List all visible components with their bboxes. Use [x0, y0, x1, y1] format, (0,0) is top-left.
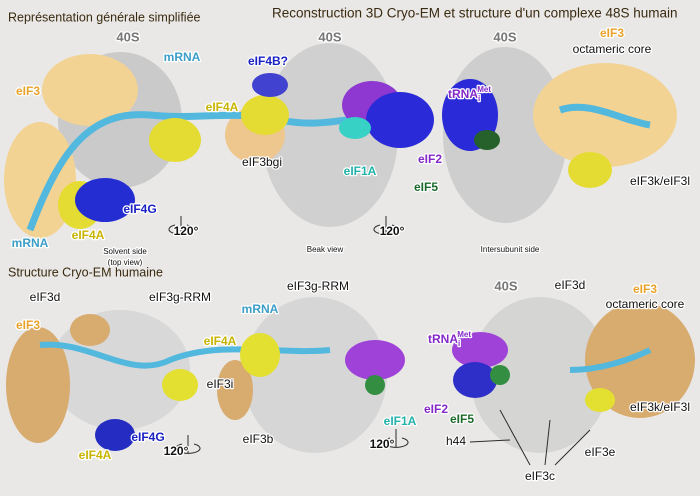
label: mRNA	[164, 50, 201, 64]
label: Beak view	[307, 245, 344, 254]
label: 40S	[116, 29, 139, 44]
trna-sub: i	[458, 339, 460, 348]
label: eIF4G	[131, 430, 164, 444]
trna-sup: Met	[477, 85, 491, 94]
label: eIF3d	[555, 278, 586, 292]
label: eIF3g-RRM	[149, 290, 211, 304]
label: eIF4G	[123, 202, 156, 216]
label: eIF5	[414, 180, 438, 194]
label: 120°	[164, 444, 189, 458]
trna-name: tRNA	[428, 332, 458, 346]
label: eIF3	[16, 318, 40, 332]
label: mRNA	[12, 236, 49, 250]
label: Solvent side	[103, 247, 147, 256]
label: eIF3	[600, 26, 624, 40]
label: eIF1A	[384, 414, 417, 428]
label: eIF3k/eIF3l	[630, 400, 690, 414]
label: eIF3k/eIF3l	[630, 174, 690, 188]
label: octameric core	[573, 42, 652, 56]
label: octameric core	[606, 297, 685, 311]
label: mRNA	[242, 302, 279, 316]
trna-sup: Met	[457, 330, 471, 339]
label: (top view)	[108, 258, 143, 267]
bottom-illustration	[6, 297, 695, 466]
trna-sub: i	[478, 94, 480, 103]
trna-name: tRNA	[448, 87, 478, 101]
label: 120°	[370, 437, 395, 451]
label: eIF3d	[30, 290, 61, 304]
label: 40S	[318, 29, 341, 44]
label: eIF4A	[79, 448, 112, 462]
label: eIF1A	[344, 164, 377, 178]
label: eIF4B?	[248, 54, 288, 68]
top-illustration	[4, 43, 677, 238]
label: h44	[446, 434, 466, 448]
title: Représentation générale simplifiée	[8, 10, 201, 24]
label: eIF3b	[243, 432, 274, 446]
label: eIF3g-RRM	[287, 279, 349, 293]
label: eIF4A	[72, 228, 105, 242]
label: eIF4A	[206, 100, 239, 114]
label: eIF3	[633, 282, 657, 296]
label: Intersubunit side	[481, 245, 540, 254]
label: eIF3	[16, 84, 40, 98]
label: eIF3c	[525, 469, 555, 483]
title: Reconstruction 3D Cryo-EM et structure d…	[272, 6, 678, 21]
title: Structure Cryo-EM humaine	[8, 265, 163, 279]
trna-label: tRNAiMet	[448, 85, 491, 103]
label: eIF2	[424, 402, 448, 416]
label: eIF3bgi	[242, 155, 282, 169]
label: eIF4A	[204, 334, 237, 348]
labels: Représentation générale simplifiée Recon…	[8, 6, 691, 485]
label: eIF3e	[585, 445, 616, 459]
label: eIF3i	[207, 377, 234, 391]
label: 40S	[493, 29, 516, 44]
label: 120°	[380, 224, 405, 238]
label: eIF5	[450, 412, 474, 426]
trna-label: tRNAiMet	[428, 330, 471, 348]
label: eIF2	[418, 152, 442, 166]
label: 120°	[174, 224, 199, 238]
label: 40S	[494, 278, 517, 293]
